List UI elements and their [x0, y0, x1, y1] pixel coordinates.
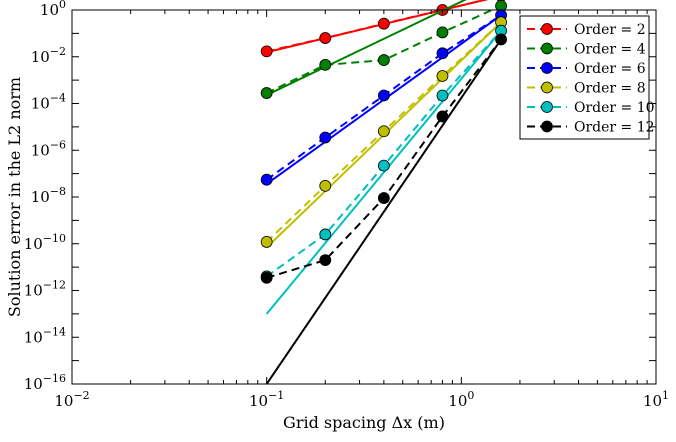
data-point — [436, 47, 449, 60]
series-5 — [260, 24, 507, 315]
y-tick-label: 10−14 — [24, 325, 66, 346]
x-tick-label: 10−1 — [249, 389, 284, 410]
data-point — [377, 159, 390, 172]
data-point — [260, 87, 273, 99]
data-point — [319, 254, 332, 266]
reference-slope-line — [265, 38, 502, 385]
data-point — [319, 32, 332, 44]
legend-marker — [541, 42, 553, 55]
legend-marker — [541, 23, 553, 35]
data-point — [377, 17, 390, 30]
y-tick-label: 10−16 — [24, 372, 66, 393]
y-tick-label: 10−2 — [31, 45, 66, 66]
y-tick-label: 10−12 — [24, 279, 66, 300]
legend-marker — [541, 101, 553, 113]
series-2 — [260, 0, 507, 99]
reference-slope-line — [266, 0, 467, 96]
y-tick-label: 10−8 — [31, 185, 66, 206]
series-1 — [260, 0, 506, 58]
data-point — [260, 271, 273, 284]
data-point — [377, 192, 390, 204]
data-point — [436, 26, 449, 39]
data-point — [377, 89, 390, 102]
y-tick-label: 10−10 — [24, 232, 66, 253]
data-point — [319, 58, 332, 71]
x-tick-label: 10−2 — [54, 389, 89, 410]
y-axis-label: Solution error in the L2 norm — [5, 77, 24, 317]
y-tick-label: 100 — [40, 0, 66, 19]
data-point — [436, 89, 449, 102]
data-point — [436, 70, 449, 82]
data-point — [319, 131, 332, 144]
legend-marker — [541, 120, 553, 133]
data-point — [436, 110, 449, 123]
data-point — [319, 228, 332, 241]
series-4 — [260, 16, 507, 249]
data-point — [260, 173, 273, 186]
x-tick-label: 101 — [643, 389, 669, 410]
data-point — [260, 45, 273, 58]
x-tick-label: 100 — [448, 389, 474, 410]
data-point — [495, 33, 507, 46]
legend-label: Order = 2 — [574, 22, 646, 38]
y-tick-label: 10−4 — [31, 92, 66, 113]
legend-label: Order = 10 — [574, 100, 655, 116]
data-point — [377, 125, 390, 138]
data-point — [260, 235, 273, 248]
x-axis-label: Grid spacing Δx (m) — [283, 413, 445, 432]
legend-marker — [541, 62, 553, 74]
data-point — [377, 54, 390, 66]
legend-label: Order = 4 — [574, 42, 646, 58]
legend-label: Order = 6 — [574, 61, 646, 77]
y-tick-label: 10−6 — [31, 138, 66, 159]
reference-slope-line — [265, 30, 502, 315]
series-layer — [260, 0, 507, 385]
legend: Order = 2 Order = 4 Order = 6 Order = 8 Orde… — [519, 15, 655, 140]
legend-label: Order = 12 — [574, 120, 655, 136]
legend-marker — [541, 81, 553, 94]
series-3 — [260, 9, 507, 186]
legend-box — [519, 15, 650, 140]
legend-label: Order = 8 — [574, 81, 646, 97]
ticks-layer: 10−2 10−1 100 101 100 10−2 10−4 10−6 10−8 10−10 10… — [24, 0, 669, 410]
series-6 — [260, 33, 507, 385]
data-point — [319, 179, 332, 192]
